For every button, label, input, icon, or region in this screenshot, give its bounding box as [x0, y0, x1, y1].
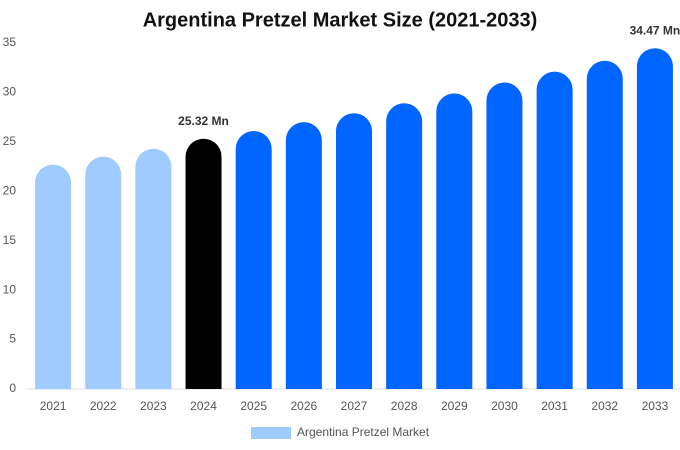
- legend-swatch: [251, 427, 291, 439]
- y-tick-label: 35: [3, 35, 17, 49]
- x-tick-label: 2030: [491, 399, 518, 413]
- y-tick-label: 20: [3, 183, 17, 197]
- bar: [135, 148, 172, 389]
- x-tick-label: 2026: [290, 399, 317, 413]
- bar: [536, 71, 573, 389]
- y-tick-label: 30: [3, 85, 17, 99]
- y-tick-label: 10: [3, 282, 17, 296]
- bar: [35, 164, 72, 389]
- bar: [486, 82, 523, 390]
- bar: [185, 138, 222, 389]
- x-tick-label: 2032: [591, 399, 618, 413]
- y-tick-label: 0: [9, 381, 16, 395]
- x-tick-label: 2024: [190, 399, 217, 413]
- x-tick-label: 2022: [90, 399, 117, 413]
- x-tick-label: 2023: [140, 399, 167, 413]
- y-tick-label: 25: [3, 134, 17, 148]
- bar: [636, 48, 673, 389]
- x-tick-label: 2033: [642, 399, 669, 413]
- bar: [386, 103, 423, 389]
- data-label: 25.32 Mn: [178, 114, 229, 128]
- x-tick-label: 2028: [391, 399, 418, 413]
- bar: [235, 130, 272, 389]
- bar: [285, 122, 322, 390]
- bar: [85, 156, 122, 389]
- data-label: 34.47 Mn: [630, 23, 680, 37]
- x-tick-label: 2031: [541, 399, 568, 413]
- y-tick-label: 15: [3, 233, 17, 247]
- legend-label: Argentina Pretzel Market: [297, 425, 430, 439]
- bar: [436, 93, 473, 389]
- bar: [586, 60, 623, 390]
- bar: [336, 113, 372, 389]
- chart-title: Argentina Pretzel Market Size (2021-2033…: [143, 9, 538, 31]
- y-tick-label: 5: [9, 332, 16, 346]
- x-tick-label: 2021: [40, 399, 67, 413]
- x-tick-label: 2029: [441, 399, 468, 413]
- x-tick-label: 2025: [240, 399, 267, 413]
- x-tick-label: 2027: [341, 399, 368, 413]
